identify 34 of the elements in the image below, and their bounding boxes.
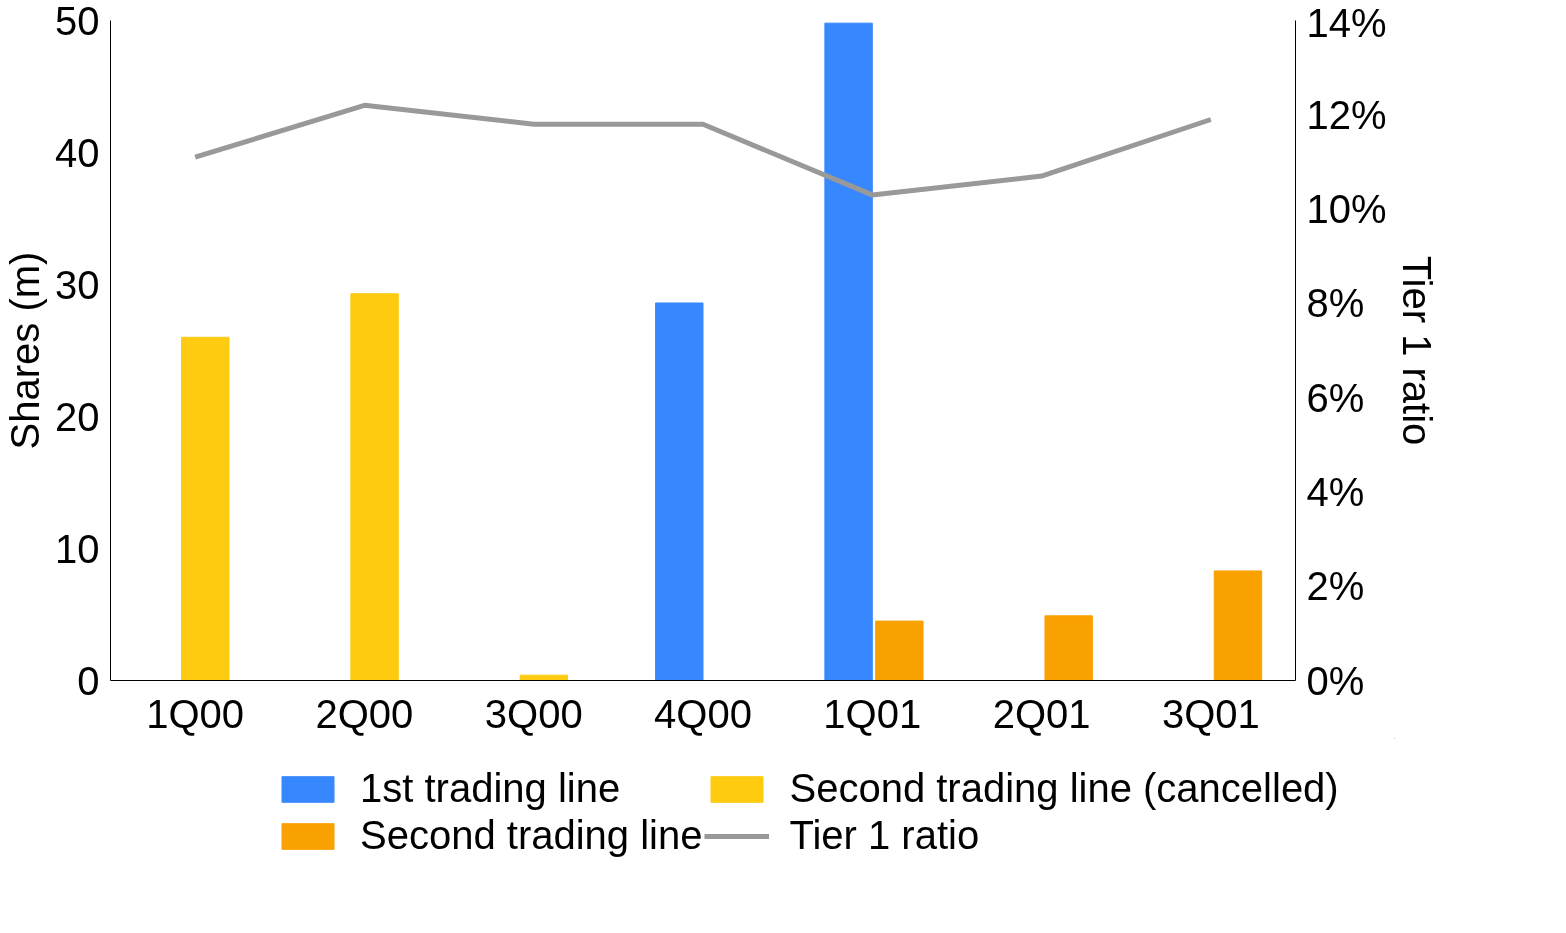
y-axis-title: Shares (m) <box>3 251 48 450</box>
y2-axis-title: Tier 1 ratio <box>1394 255 1439 446</box>
y2-tick-label: 10% <box>1306 187 1387 232</box>
y-tick-label: 50 <box>55 0 100 43</box>
x-tick-label: 4Q00 <box>654 691 752 736</box>
y2-tick-label: 0% <box>1306 658 1365 703</box>
y2-tick-label: 8% <box>1306 281 1365 326</box>
x-tick-label: 3Q01 <box>1161 691 1260 736</box>
y-tick-label: 40 <box>55 130 100 175</box>
bar <box>181 336 230 681</box>
legend-label: Tier 1 ratio <box>789 813 980 858</box>
bar <box>350 293 399 681</box>
y-tick-label: 0 <box>77 658 100 703</box>
x-tick-label: 2Q00 <box>315 691 414 736</box>
x-tick-label: 1Q01 <box>823 691 922 736</box>
y-tick-label: 20 <box>55 394 100 439</box>
y-tick-label: 30 <box>55 262 100 307</box>
x-tick-label: 1Q00 <box>146 691 245 736</box>
legend-label: Second trading line <box>360 813 703 858</box>
y-tick-label: 10 <box>55 526 100 571</box>
bar <box>1044 615 1093 681</box>
bar <box>1213 570 1263 681</box>
y2-tick-label: 12% <box>1306 92 1387 137</box>
x-tick-label: 2Q01 <box>992 691 1091 736</box>
x-tick-label: 3Q00 <box>484 691 583 736</box>
legend-label: 1st trading line <box>360 766 621 811</box>
y2-tick-label: 14% <box>1306 0 1387 45</box>
bar <box>824 22 873 681</box>
bar <box>875 620 924 681</box>
y2-tick-label: 4% <box>1306 469 1365 514</box>
y2-tick-label: 2% <box>1306 564 1365 609</box>
legend-label: Second trading line (cancelled) <box>789 766 1339 811</box>
y2-tick-label: 6% <box>1306 375 1365 420</box>
bar <box>655 302 704 681</box>
